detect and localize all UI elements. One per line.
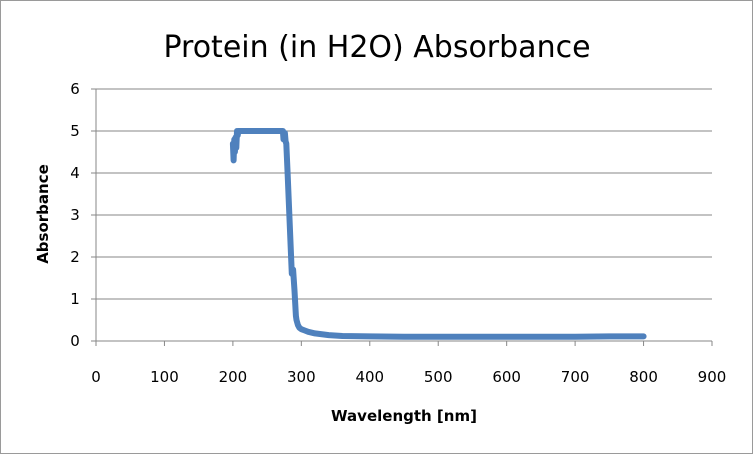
y-tick-label: 2 [70,248,80,266]
x-axis-label: Wavelength [nm] [331,407,477,425]
chart-title: Protein (in H2O) Absorbance [163,30,590,65]
axes [91,88,713,346]
x-tick-label: 800 [629,368,658,386]
y-tick-label: 6 [70,80,80,98]
y-tick-label: 4 [70,164,80,182]
y-tick-label: 5 [70,122,80,140]
x-tick-label: 900 [698,368,727,386]
y-tick-label: 1 [70,290,80,308]
x-tick-label: 200 [219,368,248,386]
x-tick-label: 300 [287,368,316,386]
series-line-0 [229,128,647,340]
x-tick-label: 500 [424,368,453,386]
y-tick-label: 0 [70,332,80,350]
series-layer [229,128,647,340]
y-tick-label: 3 [70,206,80,224]
tick-labels: 0 1 2 3 4 5 6 0 100 200 300 400 500 600 700 800 900 [70,80,726,386]
x-tick-label: 400 [355,368,384,386]
y-axis-label: Absorbance [34,164,52,264]
x-tick-label: 0 [91,368,101,386]
x-tick-label: 100 [150,368,179,386]
gridlines [96,88,712,300]
x-tick-label: 600 [492,368,521,386]
x-tick-label: 700 [561,368,590,386]
